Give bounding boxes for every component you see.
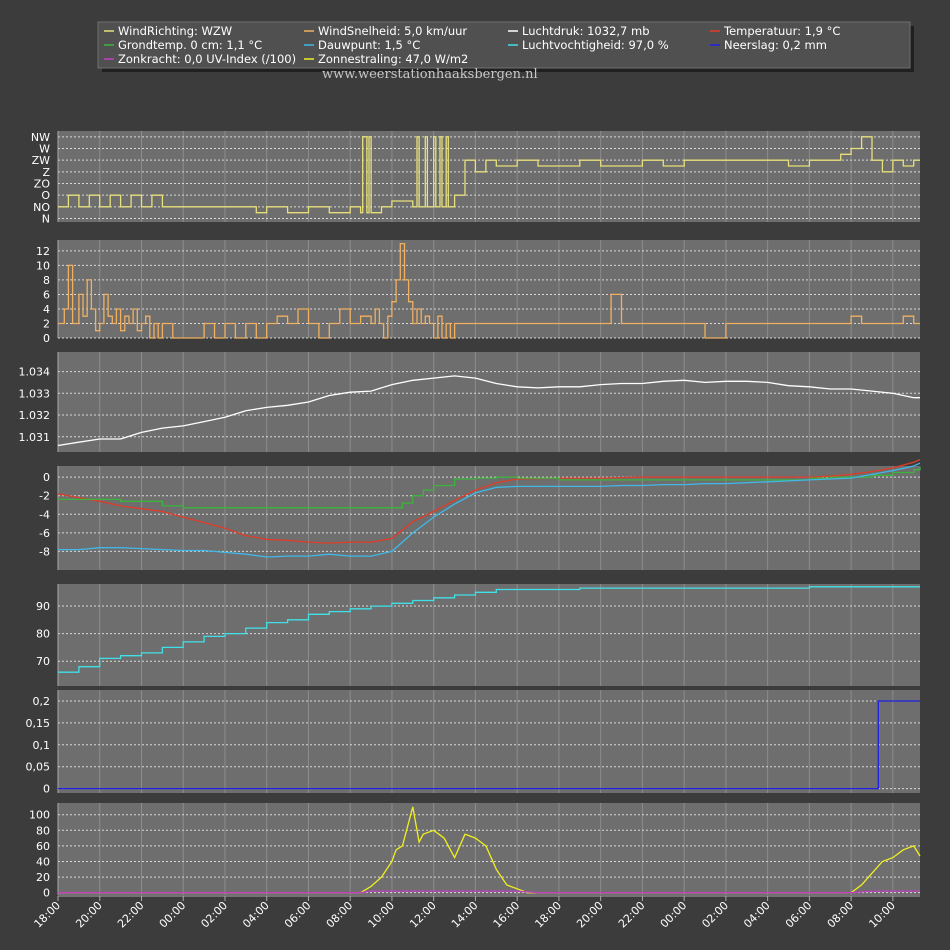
panel-background [58,352,920,452]
panel-background [58,240,920,338]
panels: NWWZWZZOONON1210864201.0341.0331.0321.03… [19,131,921,900]
panel-background [58,803,920,895]
series-line-luchtdruk [57,375,920,447]
panel-precipitation: 0,2 0,15 0,1 0,05 0 [26,690,920,796]
y-tick-label: 1.031 [19,431,51,444]
legend-label: Zonkracht: 0,0 UV-Index (/100) [118,52,296,66]
y-tick-label: 80 [36,628,50,641]
panel-temperature: 0 -2 -4 -6 -8 [39,458,921,570]
legend-label: Zonnestraling: 47,0 W/m2 [318,52,468,66]
y-tick-label: 0 [43,783,50,796]
y-tick-label: 20 [36,871,50,884]
series-line-temperatuur [57,458,921,544]
y-tick-label: NO [33,201,50,214]
y-tick-label: 100 [29,809,50,822]
y-tick-label: 8 [43,274,50,287]
legend-label: Luchtvochtigheid: 97,0 % [522,38,669,52]
y-tick-label: 90 [36,600,50,613]
y-tick-label: 2 [43,317,50,330]
panel-background [58,131,920,222]
legend-label: Neerslag: 0,2 mm [724,38,827,52]
y-tick-label: 0 [43,471,50,484]
y-tick-label: 12 [36,245,50,258]
legend-label: WindRichting: WZW [118,24,232,38]
y-tick-label: 60 [36,840,50,853]
y-tick-label: Z [42,166,50,179]
y-tick-label: -8 [39,545,50,558]
y-tick-label: 80 [36,824,50,837]
y-tick-label: 4 [43,303,50,316]
y-tick-label: 0 [43,887,50,900]
panel-humidity: 90 80 70 [36,584,920,686]
series-line-neerslag [58,700,920,790]
legend-box [97,21,911,69]
y-tick-label: 1.033 [19,387,51,400]
y-tick-label: ZW [32,154,51,167]
y-tick-label: O [41,189,50,202]
legend-label: Temperatuur: 1,9 °C [723,24,840,38]
panel-background [58,584,920,686]
y-tick-label: W [39,143,50,156]
y-tick-label: 1.034 [19,366,51,379]
y-tick-label: 0,15 [26,717,51,730]
y-tick-label: 0,05 [26,761,51,774]
series-line-zonkracht [58,890,920,894]
y-tick-label: -4 [39,508,50,521]
legend-label: Luchtdruk: 1032,7 mb [522,24,650,38]
watermark: www.weerstationhaaksbergen.nl [322,67,538,82]
y-tick-label: -6 [39,527,50,540]
y-tick-label: 1.032 [19,409,51,422]
y-tick-label: 70 [36,655,50,668]
y-tick-label: 10 [36,259,50,272]
series-line-dauwpunt [58,462,921,558]
series-line-zonnestraling [58,806,921,894]
panel-pressure: 1.034 1.033 1.032 1.031 [19,352,920,452]
y-tick-label: ZO [34,178,51,191]
y-tick-label: -2 [39,490,50,503]
series-line-windrichting [58,136,920,214]
y-tick-label: 40 [36,855,50,868]
y-tick-label: 6 [43,288,50,301]
series-line-windsnelheid [58,242,920,339]
panel-background [58,466,920,570]
legend-label: Dauwpunt: 1,5 °C [318,38,420,52]
series-line-luchtvochtigheid [58,586,920,673]
legend-label: Grondtemp. 0 cm: 1,1 °C [118,38,262,52]
y-tick-label: 0,1 [33,739,51,752]
y-tick-label: NW [31,131,50,144]
y-tick-label: 0 [43,332,50,345]
y-tick-label: N [42,213,50,226]
series-line-grondtemp [58,466,921,509]
panel-radiation: 100 80 60 40 20 0 [29,803,921,900]
legend-label: WindSnelheid: 5,0 km/uur [318,24,467,38]
y-tick-label: 0,2 [33,695,51,708]
legend: WindRichting: WZW WindSnelheid: 5,0 km/uu… [97,21,914,72]
panel-background [58,690,920,793]
